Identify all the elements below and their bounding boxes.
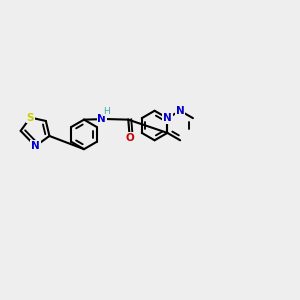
Text: S: S	[27, 112, 34, 122]
Text: N: N	[163, 113, 172, 123]
Text: N: N	[98, 114, 106, 124]
Text: H: H	[103, 107, 110, 116]
Text: O: O	[125, 133, 134, 143]
Text: N: N	[176, 106, 184, 116]
Text: N: N	[31, 141, 40, 151]
